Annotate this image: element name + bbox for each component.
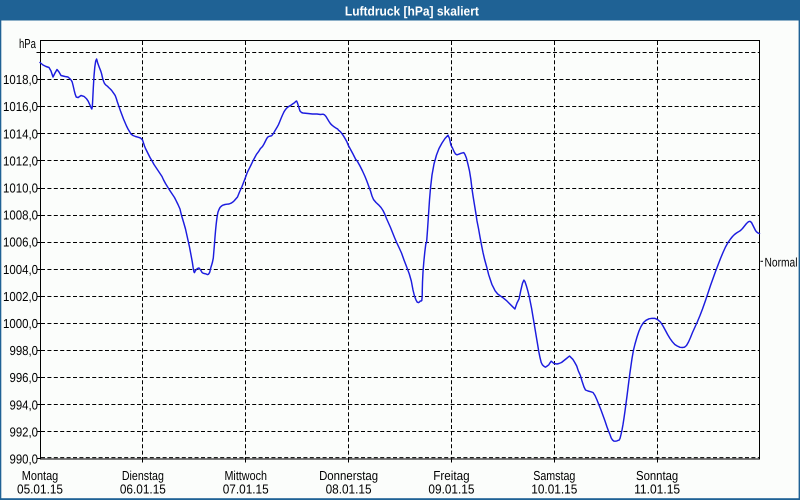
svg-text:Normal: Normal xyxy=(765,256,798,270)
svg-text:990,0: 990,0 xyxy=(10,452,39,467)
svg-text:09.01.15: 09.01.15 xyxy=(428,482,474,497)
svg-text:10.01.15: 10.01.15 xyxy=(531,482,577,497)
svg-text:Sonntag: Sonntag xyxy=(636,468,678,483)
svg-text:Samstag: Samstag xyxy=(533,468,575,483)
svg-text:1008,0: 1008,0 xyxy=(3,208,38,223)
svg-text:998,0: 998,0 xyxy=(10,343,39,358)
svg-text:992,0: 992,0 xyxy=(10,424,39,439)
svg-text:Luftdruck [hPa] skaliert: Luftdruck [hPa] skaliert xyxy=(345,3,480,18)
svg-text:996,0: 996,0 xyxy=(10,370,39,385)
svg-text:05.01.15: 05.01.15 xyxy=(17,482,63,497)
svg-text:994,0: 994,0 xyxy=(10,397,39,412)
svg-text:1002,0: 1002,0 xyxy=(3,289,38,304)
svg-text:1006,0: 1006,0 xyxy=(3,235,38,250)
svg-text:1000,0: 1000,0 xyxy=(3,316,38,331)
svg-text:Mittwoch: Mittwoch xyxy=(224,468,267,483)
svg-text:1014,0: 1014,0 xyxy=(3,126,38,141)
svg-text:hPa: hPa xyxy=(19,36,37,51)
svg-text:1012,0: 1012,0 xyxy=(3,153,38,168)
svg-text:1010,0: 1010,0 xyxy=(3,181,38,196)
svg-text:08.01.15: 08.01.15 xyxy=(326,482,372,497)
svg-text:Montag: Montag xyxy=(22,468,59,483)
svg-text:Dienstag: Dienstag xyxy=(122,468,164,483)
svg-text:11.01.15: 11.01.15 xyxy=(634,482,680,497)
svg-text:1018,0: 1018,0 xyxy=(3,72,38,87)
svg-text:Donnerstag: Donnerstag xyxy=(319,468,378,483)
svg-text:1004,0: 1004,0 xyxy=(3,262,38,277)
svg-text:1016,0: 1016,0 xyxy=(3,99,38,114)
svg-text:07.01.15: 07.01.15 xyxy=(223,482,269,497)
svg-text:06.01.15: 06.01.15 xyxy=(120,482,166,497)
svg-text:Freitag: Freitag xyxy=(433,468,469,483)
